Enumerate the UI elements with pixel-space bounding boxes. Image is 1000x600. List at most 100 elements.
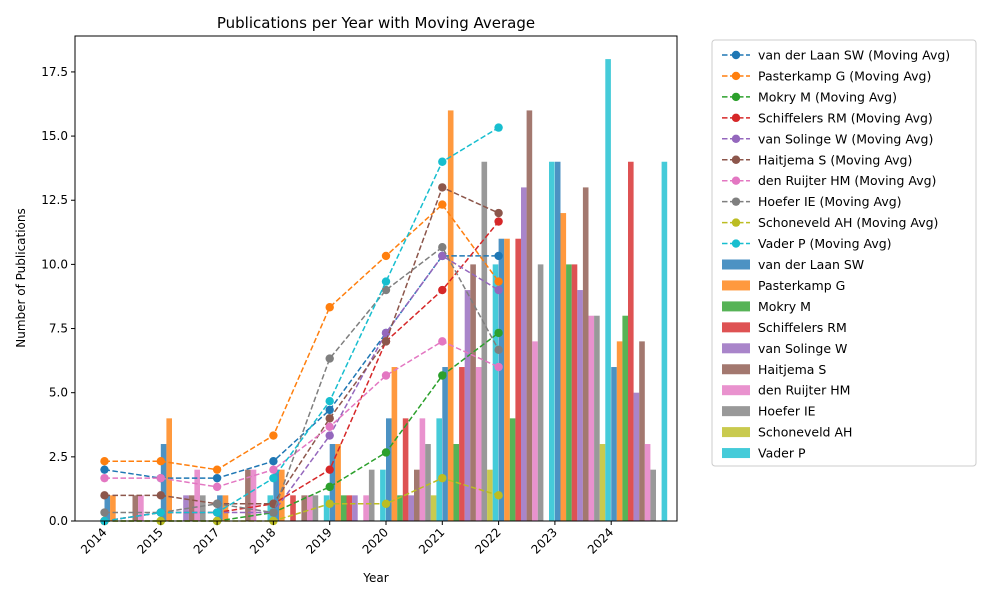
bar-den-ruijter-hm-2024 [644, 444, 651, 521]
bar-schiffelers-rm-2019 [346, 495, 353, 521]
bar-mokry-m-2023 [566, 264, 572, 521]
legend-label: den Ruijter HM (Moving Avg) [758, 173, 936, 188]
bar-den-ruijter-hm-2017 [250, 469, 257, 521]
moving-avg-point-vader-p-2017 [212, 508, 222, 517]
y-tick-label: 15.0 [41, 129, 68, 143]
moving-avg-point-pasterkamp-g-2020 [381, 251, 391, 261]
moving-avg-point-den-ruijter-hm-2020 [381, 371, 391, 380]
bar-vader-p-2023 [605, 59, 611, 521]
bar-haitjema-s-2022 [526, 110, 533, 522]
moving-avg-line-vader-p [104, 126, 499, 522]
moving-avg-point-vader-p-2021 [438, 157, 447, 166]
bar-vader-p-2017 [267, 495, 274, 521]
y-tick-label: 17.5 [41, 65, 68, 79]
bar-van-solinge-w-2024 [633, 392, 640, 521]
moving-avg-point-mokry-m-2021 [438, 371, 447, 380]
moving-avg-point-pasterkamp-g-2017 [212, 465, 222, 474]
bar-hoefer-ie-2015 [200, 495, 206, 521]
bar-pasterkamp-g-2015 [166, 418, 172, 521]
moving-avg-point-haitjema-s-2015 [156, 491, 165, 500]
moving-avg-point-den-ruijter-hm-2021 [438, 337, 447, 346]
moving-avg-point-pasterkamp-g-2019 [325, 303, 334, 312]
chart-title: Publications per Year with Moving Averag… [217, 14, 535, 32]
legend-label: Haitjema S (Moving Avg) [758, 152, 912, 167]
bar-schiffelers-rm-2022 [515, 238, 521, 521]
legend-label: Vader P [758, 446, 806, 461]
bar-van-der-laan-sw-2015 [160, 444, 167, 521]
moving-avg-point-hoefer-ie-2019 [325, 354, 334, 363]
moving-avg-point-van-der-laan-sw-2018 [269, 457, 278, 466]
bar-van-der-laan-sw-2017 [217, 495, 223, 521]
legend-marker [731, 176, 741, 185]
moving-avg-point-den-ruijter-hm-2014 [100, 473, 109, 483]
legend-marker [731, 155, 741, 164]
legend-marker [731, 92, 741, 102]
legend-label: Pasterkamp G [758, 278, 845, 293]
moving-avg-point-vader-p-2022 [494, 123, 503, 132]
legend-label: van der Laan SW [758, 257, 864, 272]
legend-label: Schoneveld AH (Moving Avg) [758, 215, 938, 230]
bar-haitjema-s-2017 [245, 469, 251, 521]
x-axis-label: Year [362, 571, 388, 585]
bar-mokry-m-2019 [340, 495, 347, 521]
bar-pasterkamp-g-2023 [560, 213, 567, 521]
bar-schoneveld-ah-2021 [487, 469, 493, 521]
moving-avg-point-mokry-m-2019 [325, 482, 334, 492]
bar-schiffelers-rm-2020 [402, 418, 409, 521]
bar-den-ruijter-hm-2021 [475, 367, 482, 521]
bar-vader-p-2022 [549, 161, 555, 522]
moving-avg-point-van-der-laan-sw-2017 [212, 473, 222, 483]
y-tick-label: 12.5 [41, 193, 68, 207]
legend-label: Mokry M [758, 299, 811, 314]
legend-bar-swatch [722, 343, 750, 354]
bar-mokry-m-2022 [509, 418, 516, 521]
legend-label: Schiffelers RM (Moving Avg) [758, 110, 933, 125]
moving-avg-point-haitjema-s-2022 [494, 208, 503, 218]
moving-avg-point-hoefer-ie-2022 [494, 345, 503, 355]
bars-layer [104, 59, 668, 522]
moving-avg-point-pasterkamp-g-2022 [494, 277, 503, 286]
bar-van-der-laan-sw-2021 [442, 367, 448, 521]
legend-bar-swatch [722, 280, 750, 291]
bar-mokry-m-2020 [397, 495, 403, 521]
moving-avg-point-den-ruijter-hm-2015 [156, 473, 165, 483]
legend-marker [731, 113, 741, 123]
moving-avg-point-mokry-m-2022 [494, 328, 503, 338]
bar-schiffelers-rm-2018 [290, 495, 296, 521]
bar-haitjema-s-2021 [470, 264, 476, 521]
bar-den-ruijter-hm-2019 [363, 495, 369, 521]
bar-van-solinge-w-2021 [464, 290, 471, 521]
legend-label: Schoneveld AH [758, 425, 852, 440]
legend-bar-swatch [722, 406, 750, 417]
moving-avg-point-van-der-laan-sw-2022 [494, 251, 503, 261]
bar-van-solinge-w-2019 [352, 495, 358, 521]
bar-den-ruijter-hm-2014 [138, 495, 144, 521]
legend-bar-swatch [722, 322, 750, 333]
bar-pasterkamp-g-2018 [279, 469, 285, 521]
moving-avg-point-vader-p-2019 [325, 396, 334, 406]
bar-pasterkamp-g-2024 [616, 341, 623, 521]
moving-avg-point-schoneveld-ah-2019 [325, 499, 334, 509]
bar-hoefer-ie-2019 [368, 469, 375, 521]
bar-van-der-laan-sw-2024 [611, 367, 617, 521]
moving-avg-point-pasterkamp-g-2014 [100, 457, 109, 466]
legend-bar-swatch [722, 427, 750, 438]
plot-frame [74, 35, 678, 522]
moving-avg-line-hoefer-ie [104, 246, 500, 514]
moving-avg-point-hoefer-ie-2017 [212, 499, 222, 509]
bar-den-ruijter-hm-2022 [532, 341, 538, 521]
bar-pasterkamp-g-2014 [110, 495, 116, 521]
moving-avg-point-schoneveld-ah-2022 [494, 491, 503, 500]
moving-avg-point-hoefer-ie-2020 [381, 285, 391, 295]
moving-avg-point-van-der-laan-sw-2019 [325, 405, 334, 415]
bar-van-der-laan-sw-2019 [329, 444, 336, 521]
moving-avg-point-haitjema-s-2014 [100, 491, 109, 500]
bar-van-solinge-w-2023 [577, 290, 583, 521]
bar-van-der-laan-sw-2022 [498, 238, 505, 521]
moving-avg-point-den-ruijter-hm-2017 [212, 482, 222, 492]
moving-avg-point-schiffelers-rm-2021 [438, 285, 447, 295]
bar-haitjema-s-2018 [301, 495, 307, 521]
y-tick-label: 10.0 [41, 257, 68, 271]
legend-label: van der Laan SW (Moving Avg) [758, 48, 950, 63]
